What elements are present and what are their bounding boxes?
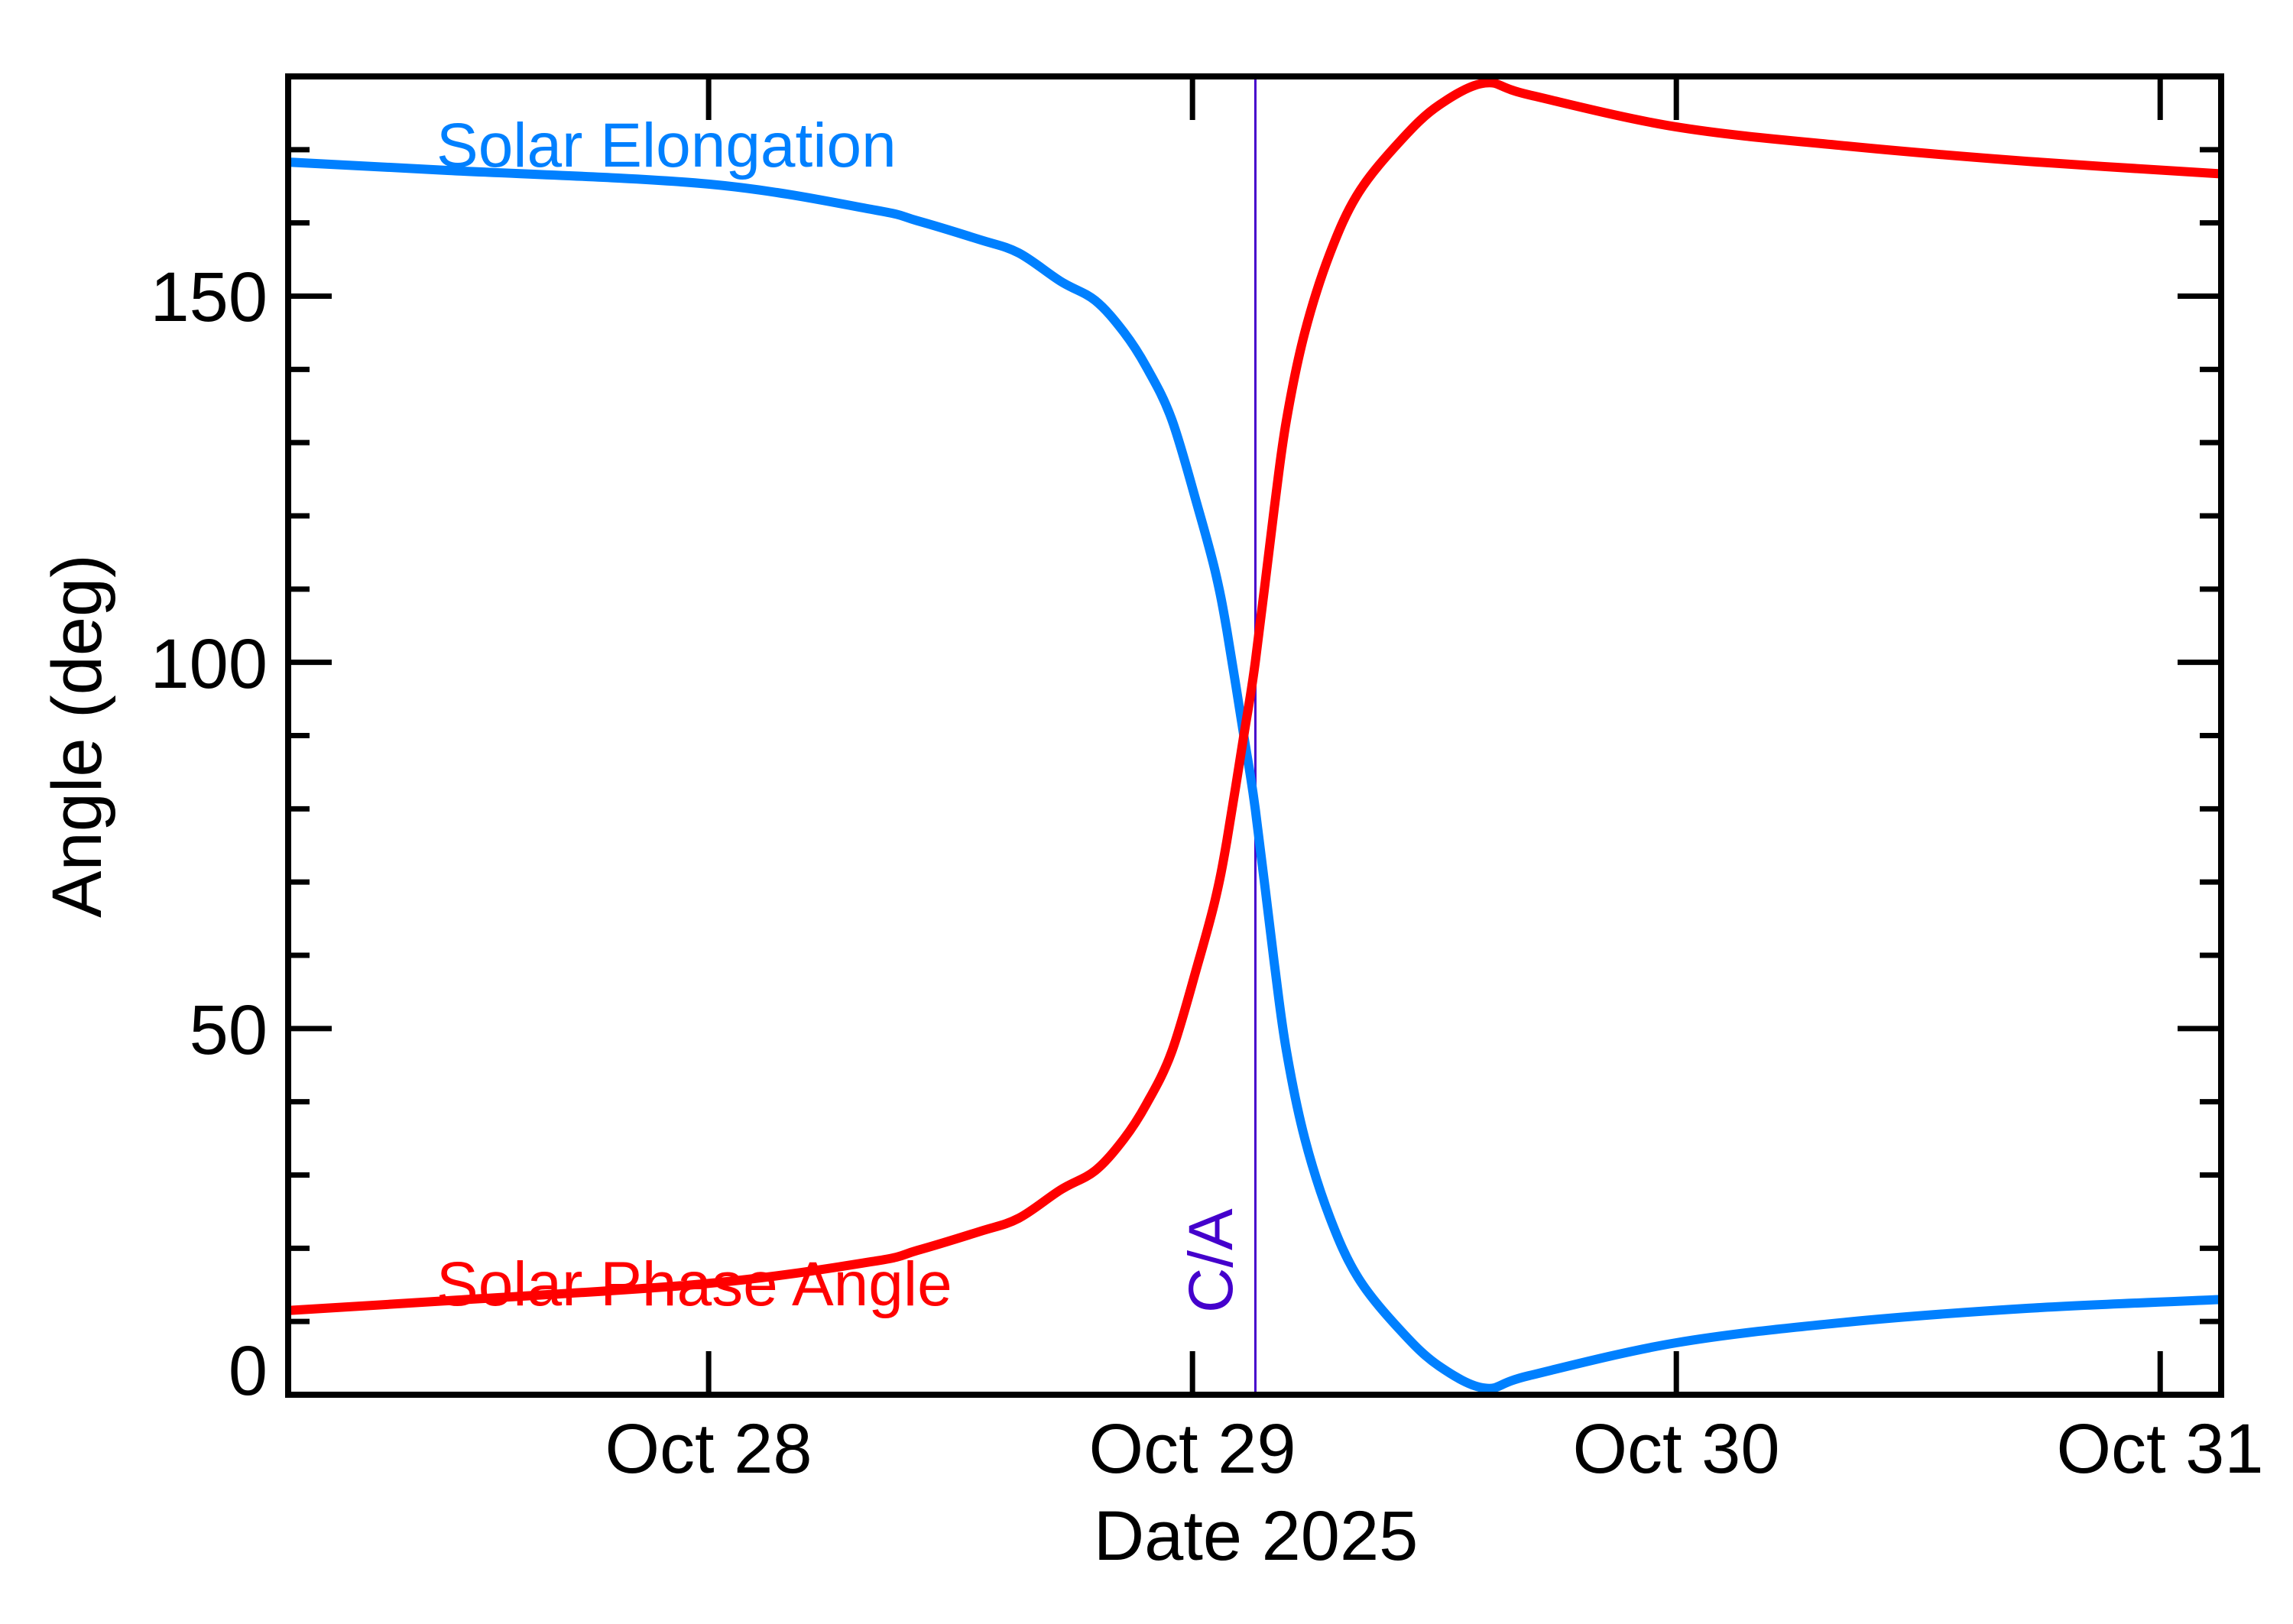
y-tick-label-50: 50 [190,991,268,1069]
y-tick-label-100: 100 [151,625,268,703]
x-axis-title: Date 2025 [1094,1497,1419,1575]
x-tick-label-oct-30: Oct 30 [1572,1410,1779,1488]
x-tick-label-oct-28: Oct 28 [605,1410,812,1488]
x-tick-label-oct-31: Oct 31 [2056,1410,2263,1488]
plot-frame [285,73,2224,1398]
solar-elongation-label: Solar Elongation [436,111,897,180]
closest-approach-label: C/A [1176,1208,1246,1313]
y-tick-label-150: 150 [151,258,268,336]
x-tick-label-oct-29: Oct 29 [1088,1410,1296,1488]
y-axis-title: Angle (deg) [38,554,116,918]
solar-phase-angle-label: Solar Phase Angle [436,1250,952,1319]
y-tick-label-0: 0 [229,1332,268,1410]
solar-phase-angle-line [287,78,2222,1315]
